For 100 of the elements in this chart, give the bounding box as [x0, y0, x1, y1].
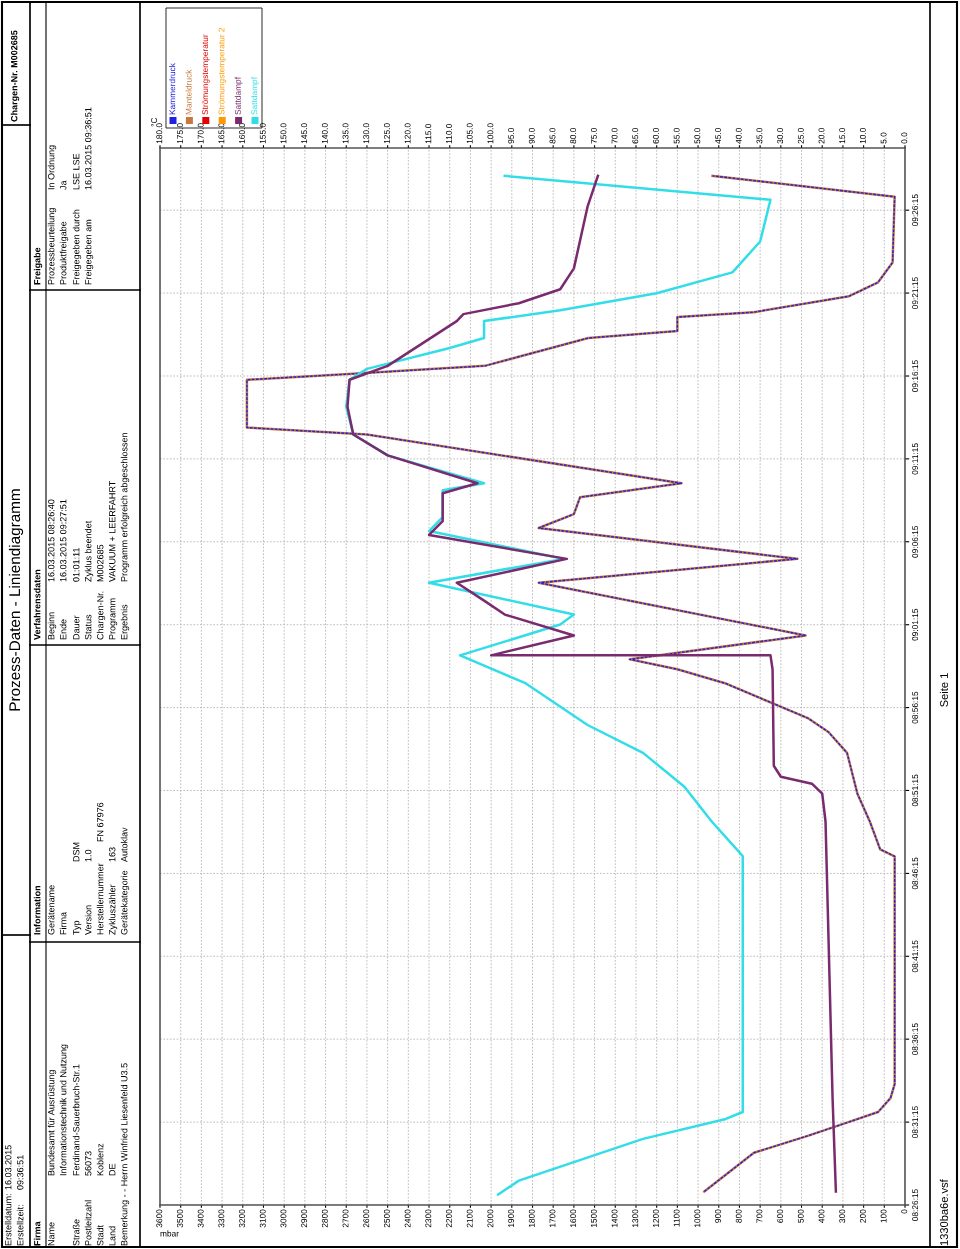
- x2-tick-label: 145.0: [301, 123, 308, 144]
- text: Bundesamt für Ausrüstung: [47, 1070, 57, 1176]
- x2-tick-label: 125.0: [383, 123, 390, 144]
- x2-tick-label: 110.0: [446, 123, 452, 144]
- text: Straße: [72, 1219, 80, 1246]
- x2-tick-label: 20.0: [818, 127, 825, 144]
- legend-label: Strömungstemperatur: [202, 34, 210, 115]
- text: Kammerdruck: [169, 63, 176, 115]
- text: Freigegeben durch: [72, 209, 82, 285]
- text: Herstellernummer: [96, 863, 104, 935]
- text: Freigegeben am: [84, 219, 94, 285]
- text: Freigabe: [33, 247, 43, 285]
- y-tick-label: 08:46:15: [912, 857, 919, 890]
- text: Erstelldatum:: [4, 1194, 12, 1246]
- x-tick-label: 2400: [404, 1209, 411, 1228]
- y-tick-label: 09:11:15: [912, 443, 919, 475]
- text: Ende: [59, 619, 67, 640]
- text: Sattdampf: [234, 77, 243, 115]
- x-tick-label: 3400: [197, 1209, 204, 1228]
- x-tick-label: 2500: [383, 1209, 390, 1228]
- x2-tick-label: 140.0: [321, 123, 328, 144]
- x2-tick-label: 35.0: [756, 127, 763, 144]
- x-tick-label: 1200: [653, 1209, 659, 1228]
- text: Erstellzeit:: [16, 1205, 24, 1246]
- text: Chargen-Nr.: [96, 591, 106, 640]
- x2-tick-label: 135.0: [342, 123, 349, 144]
- x-tick-label: 1800: [528, 1209, 535, 1228]
- text: Zykluszähler: [108, 884, 118, 935]
- text: 16.03.2015 08:26:40: [48, 499, 55, 582]
- text: Firma: [59, 911, 67, 935]
- x-tick-label: 800: [735, 1209, 742, 1223]
- text: 1330ba6e.vsf: [939, 1179, 948, 1246]
- text: 16.03.2015: [5, 1145, 12, 1190]
- text: Manteldruck: [185, 69, 192, 115]
- x-axis-title: mbar: [160, 1230, 179, 1237]
- x-tick-label: 3100: [259, 1209, 266, 1228]
- text: Autoklav: [120, 827, 128, 862]
- y-tick-label: 09:26:15: [912, 194, 919, 227]
- text: Verfahrensdaten: [33, 569, 41, 640]
- text: M002685: [97, 544, 104, 582]
- text: VAKUUM + LEERFAHRT: [109, 480, 116, 582]
- text: Postleitzahl: [84, 1200, 92, 1246]
- x-tick-label: 3000: [280, 1209, 287, 1228]
- x-tick-label: 2200: [446, 1209, 452, 1228]
- text: Status: [85, 614, 92, 640]
- x-tick-label: 2300: [425, 1209, 432, 1228]
- x-tick-label: 2700: [342, 1209, 349, 1228]
- y-tick-label: 09:16:15: [912, 360, 919, 392]
- text: 09:36:51: [17, 1155, 24, 1190]
- text: Ergebnis: [120, 604, 130, 640]
- x2-tick-label: 175.0: [177, 123, 183, 144]
- text: Sattdampf: [251, 77, 259, 115]
- x2-tick-label: 100.0: [487, 123, 494, 144]
- text: Typ: [73, 920, 82, 935]
- text: Prozessbeurteilung: [47, 208, 57, 285]
- text: LSE LSE: [73, 153, 80, 190]
- text: Information: [33, 885, 41, 935]
- x2-tick-label: 15.0: [839, 127, 846, 144]
- text: Name: [48, 1222, 55, 1246]
- x2-tick-label: 70.0: [611, 127, 618, 144]
- text: Land: [108, 1226, 116, 1246]
- text: Beginn: [47, 612, 57, 640]
- text: Programm: [109, 598, 118, 640]
- x2-tick-label: 5.0: [880, 132, 887, 144]
- text: Version: [84, 905, 92, 935]
- text: FN 67976: [97, 802, 104, 842]
- y-tick-label: 08:41:15: [912, 940, 919, 973]
- x2-tick-label: 150.0: [280, 123, 287, 144]
- x2-tick-label: 25.0: [797, 127, 804, 144]
- x-tick-label: 1000: [694, 1209, 701, 1228]
- x-tick-label: 2000: [487, 1209, 494, 1228]
- x2-tick-label: 180.0: [156, 123, 163, 144]
- x-tick-label: 500: [797, 1209, 804, 1223]
- text: Gerätename: [48, 885, 55, 935]
- x-tick-label: 1100: [673, 1209, 680, 1227]
- text: Programm erfolgreich abgeschlossen: [120, 433, 130, 582]
- x2-tick-label: 170.0: [197, 123, 204, 144]
- text: 01:01:11: [73, 547, 80, 582]
- x-tick-label: 600: [777, 1209, 784, 1223]
- x-tick-label: 1400: [611, 1209, 618, 1228]
- x-tick-label: 200: [859, 1209, 866, 1223]
- x-tick-label: 1500: [590, 1209, 597, 1228]
- legend-label: Strömungstemperatur 2: [218, 27, 227, 115]
- text: 56073: [85, 1151, 92, 1176]
- x-tick-label: 2800: [321, 1209, 328, 1228]
- x-tick-label: 2100: [466, 1209, 473, 1228]
- y-tick-label: 08:51:15: [912, 774, 919, 807]
- text: DE: [109, 1163, 116, 1176]
- y-tick-label: 09:06:15: [912, 525, 919, 558]
- x-tick-label: 3600: [156, 1209, 163, 1228]
- text: Gerätekategorie: [120, 870, 130, 935]
- x2-tick-label: 85.0: [549, 127, 556, 144]
- text: Seite 1: [939, 673, 948, 707]
- x2-tick-label: 120.0: [404, 123, 411, 144]
- x-tick-label: 1700: [549, 1209, 556, 1228]
- text: Koblenz: [96, 1143, 104, 1176]
- text: 163: [109, 847, 116, 862]
- x-tick-label: 3200: [239, 1209, 246, 1228]
- y-tick-label: 09:01:15: [912, 608, 919, 641]
- x-tick-label: 2600: [363, 1209, 370, 1228]
